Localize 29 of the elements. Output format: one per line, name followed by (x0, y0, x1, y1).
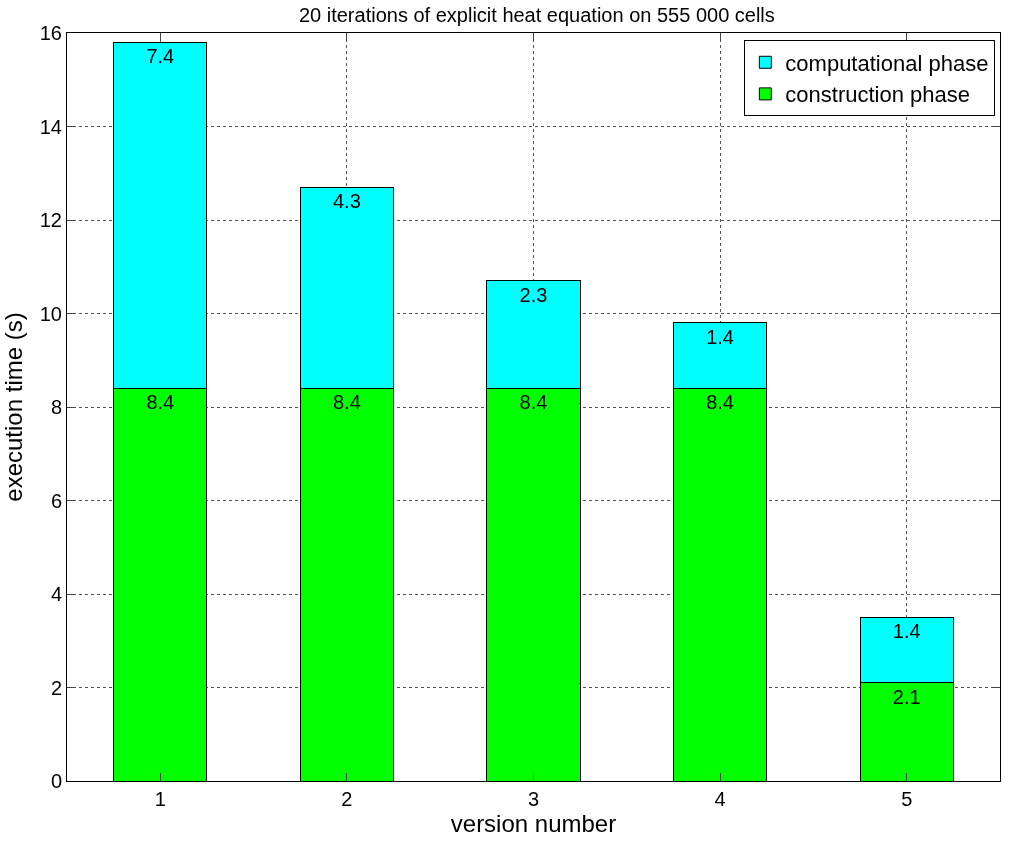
data-label: 4.3 (332, 190, 361, 213)
legend-label: construction phase (785, 82, 971, 108)
data-label: 8.4 (332, 391, 361, 414)
data-label: 8.4 (146, 391, 175, 414)
y-tick-label: 10 (39, 302, 62, 325)
x-tick-label: 2 (341, 788, 353, 810)
y-tick-label: 12 (39, 209, 62, 231)
data-label: 1.4 (706, 325, 735, 348)
y-tick-label: 14 (39, 115, 62, 138)
data-label: 2.3 (519, 283, 548, 306)
x-tick-label: 1 (154, 788, 166, 810)
x-tick-label: 4 (714, 788, 726, 810)
y-tick-label: 8 (50, 396, 62, 418)
chart-title: 20 iterations of explicit heat equation on 555 000 cells (298, 4, 775, 26)
data-label: 1.4 (892, 620, 921, 643)
y-tick-label: 4 (50, 583, 62, 605)
data-label: 2.1 (892, 685, 921, 708)
y-tick-label: 0 (50, 770, 62, 792)
y-tick-label: 2 (50, 676, 62, 699)
data-label: 8.4 (519, 391, 548, 414)
data-label: 7.4 (146, 45, 175, 68)
y-tick-label: 16 (39, 22, 62, 44)
y-tick-label: 6 (50, 489, 62, 512)
x-axis-title: version number (450, 810, 617, 837)
legend-label: computational phase (785, 50, 989, 76)
x-tick-label: 3 (527, 788, 540, 810)
x-tick-label: 5 (901, 788, 913, 810)
y-axis-title: execution time (s) (0, 312, 27, 502)
data-label: 8.4 (706, 391, 735, 414)
